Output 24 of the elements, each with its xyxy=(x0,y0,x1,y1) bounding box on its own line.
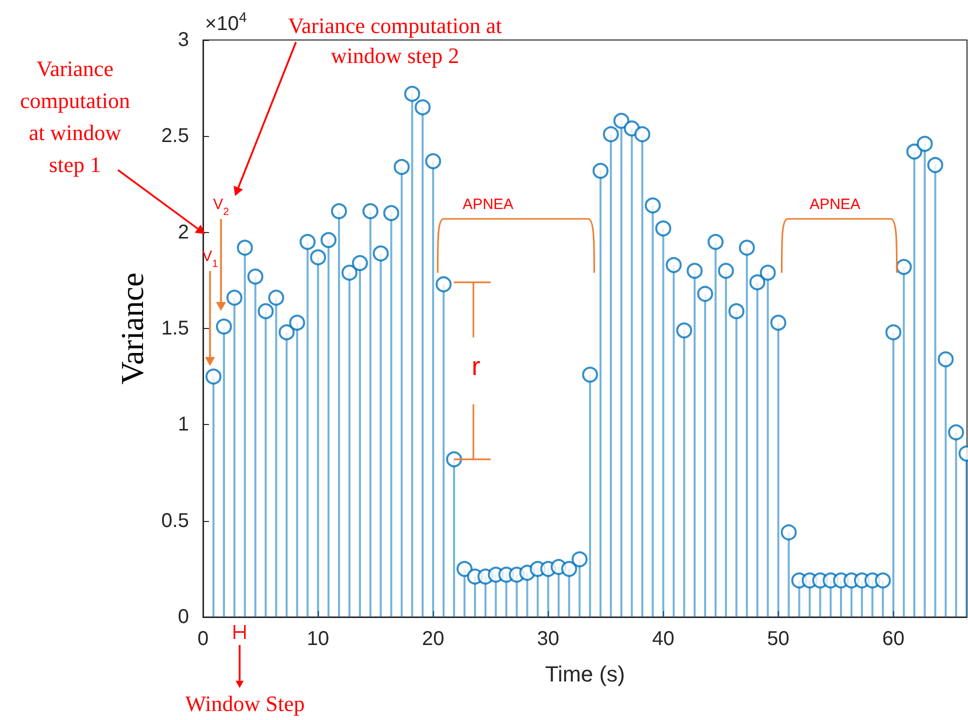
x-tick-label: 20 xyxy=(422,628,444,650)
text: Window Step xyxy=(185,691,305,716)
annotation: APNEA xyxy=(462,196,514,213)
annotation: APNEA xyxy=(810,196,860,213)
x-tick-label: 50 xyxy=(767,628,790,650)
x-tick-label: 40 xyxy=(652,628,674,650)
y-tick-label: 3 xyxy=(178,29,189,51)
x-tick-label: 0 xyxy=(197,628,209,650)
annotation: V$_{2}$ xyxy=(213,196,230,218)
text: ×10$^{4}$ xyxy=(205,9,247,35)
text: Variance computation at window step 1 xyxy=(20,56,130,177)
y-tick-label: 1 xyxy=(178,414,189,436)
x-tick-label: 60 xyxy=(882,628,904,650)
y-axis-title: Variance xyxy=(114,272,150,384)
y-tick-label: 0.5 xyxy=(161,510,189,532)
annotation: Variance computation at window step 2 xyxy=(288,13,502,68)
x-axis-title: Time (s) xyxy=(545,662,625,686)
y-tick-label: 2 xyxy=(178,221,189,244)
x-tick-label: 10 xyxy=(306,628,330,650)
annotation: r xyxy=(472,351,481,381)
x-tick-label: 30 xyxy=(537,628,560,650)
y-tick-label: 2.5 xyxy=(161,125,189,148)
y-tick-label: 0 xyxy=(178,606,189,628)
y-tick-label: 1.5 xyxy=(161,318,189,340)
